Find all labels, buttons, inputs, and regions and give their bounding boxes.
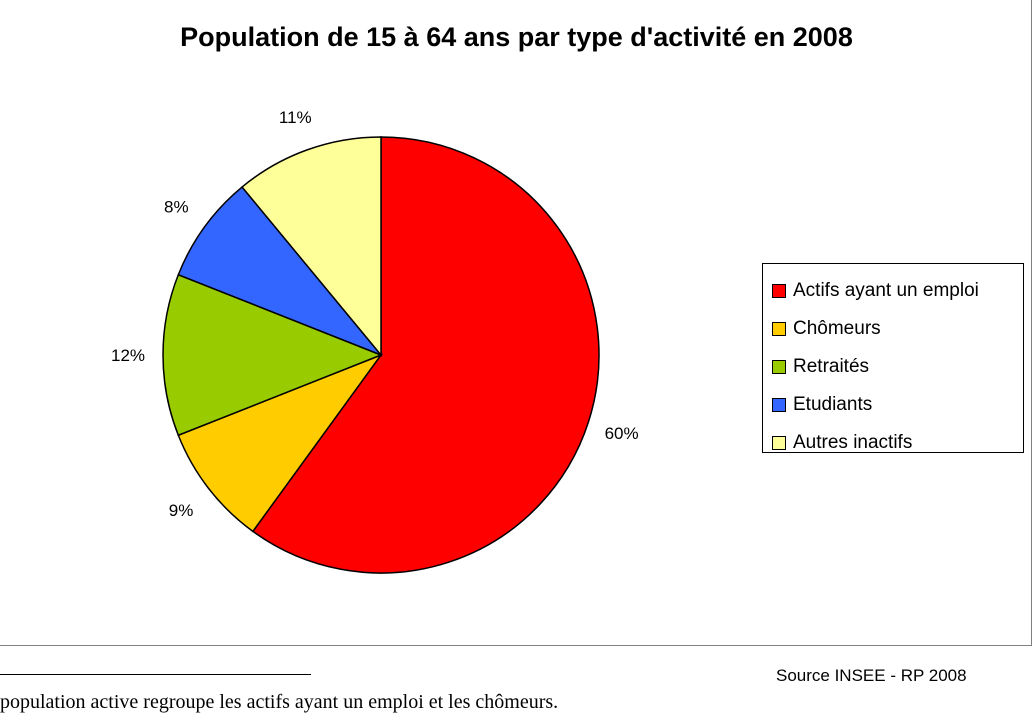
- pie-slice-4: [240, 136, 382, 358]
- slice-label-2: 12%: [111, 346, 145, 365]
- pie-slice-2: [162, 273, 384, 437]
- legend-label-2: Retraités: [793, 356, 870, 377]
- pie-chart: 60% 9% 12% 8% 11%: [111, 108, 639, 574]
- legend-label-3: Etudiants: [793, 394, 873, 415]
- slice-label-0: 60%: [605, 424, 639, 443]
- slice-label-4: 11%: [279, 108, 312, 127]
- legend-swatch-1: [772, 322, 786, 336]
- footnote-separator: [0, 674, 311, 675]
- legend-swatch-4: [772, 436, 786, 450]
- slice-label-3: 8%: [164, 197, 189, 216]
- legend-item-3: Etudiants: [763, 386, 1023, 424]
- pie-slice-1: [177, 353, 384, 533]
- legend-label-0: Actifs ayant un emploi: [793, 280, 979, 301]
- pie-slice-0: [251, 136, 600, 574]
- legend-item-0: Actifs ayant un emploi: [763, 272, 1023, 310]
- chart-legend: Actifs ayant un emploi Chômeurs Retraités E…: [762, 263, 1024, 453]
- source-note: Source INSEE - RP 2008: [776, 666, 967, 685]
- legend-swatch-3: [772, 398, 786, 412]
- legend-label-1: Chômeurs: [793, 318, 881, 339]
- footnote-text: population active regroupe les actifs ay…: [0, 691, 559, 713]
- legend-swatch-2: [772, 360, 786, 374]
- chart-title: Population de 15 à 64 ans par type d'act…: [180, 22, 853, 52]
- legend-label-4: Autres inactifs: [793, 432, 913, 453]
- pie-slice-3: [177, 185, 382, 356]
- legend-item-4: Autres inactifs: [763, 424, 1023, 462]
- legend-item-2: Retraités: [763, 348, 1023, 386]
- legend-swatch-0: [772, 284, 786, 298]
- legend-item-1: Chômeurs: [763, 310, 1023, 348]
- slice-label-1: 9%: [169, 501, 194, 520]
